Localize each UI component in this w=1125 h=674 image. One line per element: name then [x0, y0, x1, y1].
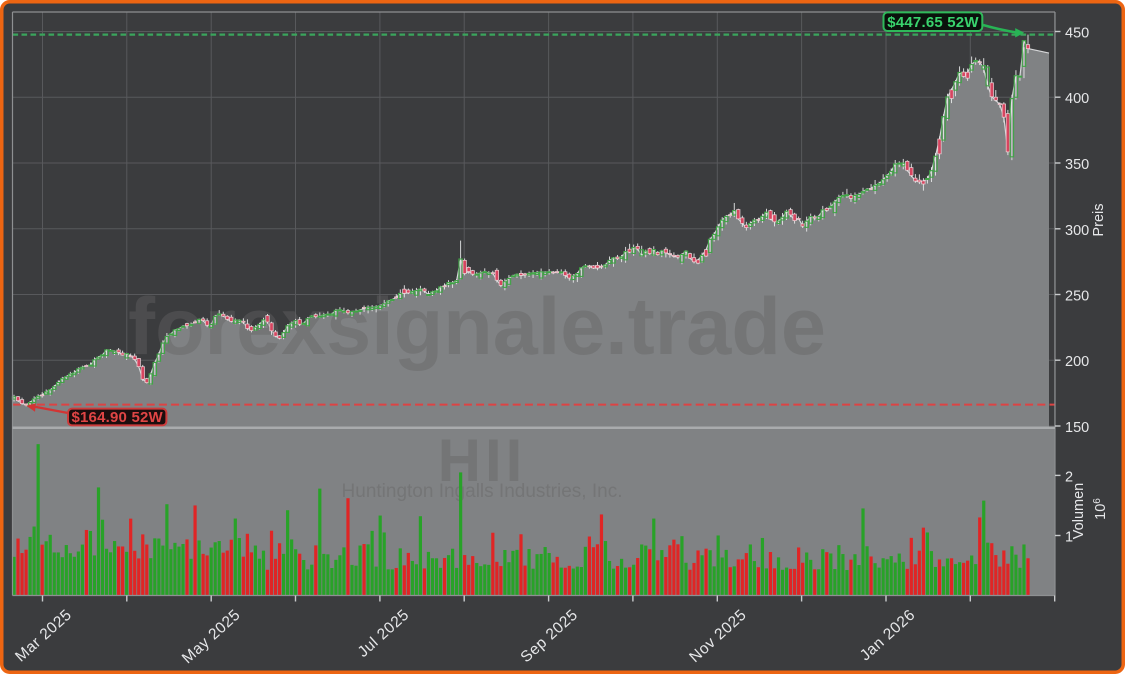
svg-text:400: 400 — [1065, 91, 1089, 107]
svg-text:Volumen: Volumen — [1071, 483, 1087, 539]
svg-text:1: 1 — [1065, 530, 1073, 546]
svg-text:200: 200 — [1065, 354, 1089, 370]
svg-text:forexsignale.trade: forexsignale.trade — [128, 282, 826, 372]
svg-text:150: 150 — [1065, 420, 1089, 436]
svg-text:Huntington Ingalls Industries,: Huntington Ingalls Industries, Inc. — [342, 481, 623, 502]
svg-text:350: 350 — [1065, 157, 1089, 173]
svg-text:Preis: Preis — [1091, 203, 1107, 236]
svg-text:300: 300 — [1065, 223, 1089, 239]
svg-text:HII: HII — [438, 427, 527, 494]
svg-text:450: 450 — [1065, 26, 1089, 42]
svg-text:$447.65 52W: $447.65 52W — [887, 14, 979, 31]
svg-text:250: 250 — [1065, 289, 1089, 305]
svg-text:2: 2 — [1065, 469, 1073, 485]
svg-text:$164.90 52W: $164.90 52W — [71, 409, 163, 426]
